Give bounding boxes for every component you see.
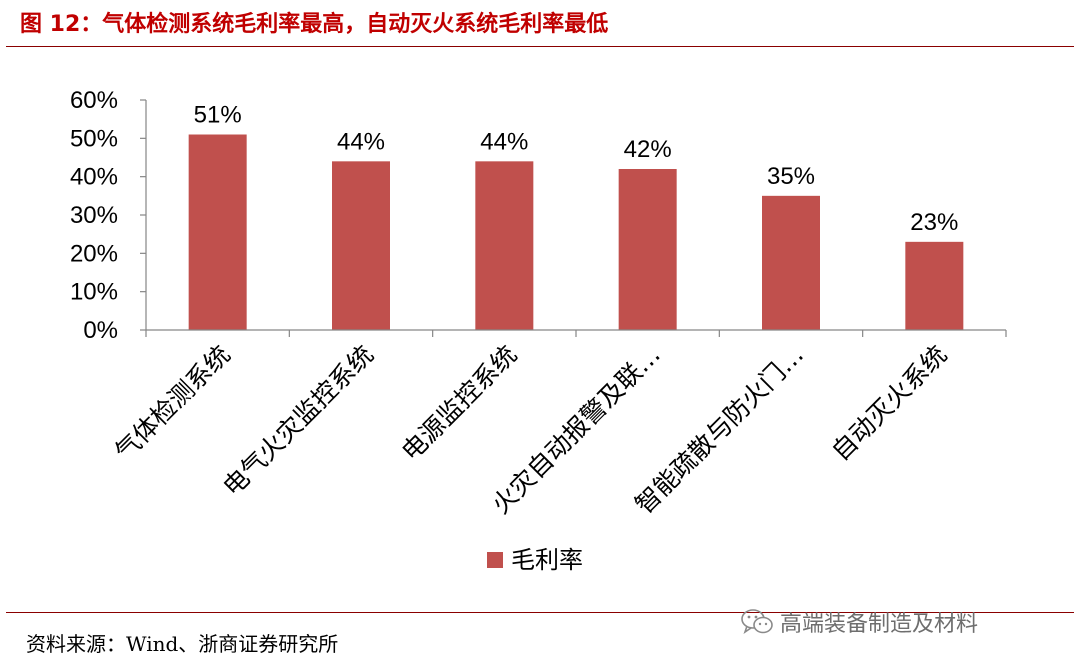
- y-tick-label: 60%: [70, 87, 118, 114]
- bar: [475, 161, 534, 330]
- data-label: 42%: [624, 136, 672, 163]
- y-tick-label: 50%: [70, 125, 118, 152]
- title-divider: [6, 46, 1074, 47]
- x-tick-label: 电源监控系统: [396, 340, 523, 467]
- bar: [188, 134, 247, 330]
- x-tick-label: 自动灭火系统: [826, 340, 953, 467]
- data-label: 35%: [767, 163, 815, 190]
- y-tick-label: 0%: [83, 317, 118, 344]
- figure-title: 图 12：气体检测系统毛利率最高，自动灭火系统毛利率最低: [20, 12, 609, 37]
- legend-swatch: [487, 552, 503, 568]
- source-note: 资料来源：Wind、浙商证券研究所: [26, 632, 339, 656]
- y-tick-label: 10%: [70, 279, 118, 306]
- y-axis: 0% 10% 20% 30% 40% 50% 60%: [70, 87, 147, 344]
- legend-label: 毛利率: [511, 546, 583, 574]
- data-labels: 51% 44% 44% 42% 35% 23%: [194, 102, 959, 236]
- y-tick-label: 30%: [70, 202, 118, 229]
- legend: 毛利率: [487, 546, 583, 574]
- bar: [618, 169, 677, 330]
- bar-chart: 0%10%20%30%40%50%60% 51%44% 44% 42%35%23% …: [70, 87, 1007, 574]
- data-label: 44%: [337, 128, 385, 155]
- bar: [762, 195, 820, 330]
- wechat-icon: [741, 609, 773, 634]
- bar: [905, 241, 964, 330]
- x-tick-label: 电气火灾监控系统: [217, 340, 379, 502]
- data-label: 44%: [480, 128, 528, 155]
- watermark: 高端装备制造及材料: [740, 604, 978, 640]
- bar: [332, 161, 390, 330]
- x-tick-label: 气体检测系统: [109, 340, 236, 467]
- data-label: 51%: [194, 102, 242, 129]
- watermark-text: 高端装备制造及材料: [780, 612, 979, 637]
- data-label: 23%: [910, 209, 958, 236]
- y-tick-label: 20%: [70, 240, 118, 267]
- y-tick-label: 40%: [70, 164, 118, 191]
- bars: [188, 134, 964, 330]
- source-divider: [6, 612, 1074, 613]
